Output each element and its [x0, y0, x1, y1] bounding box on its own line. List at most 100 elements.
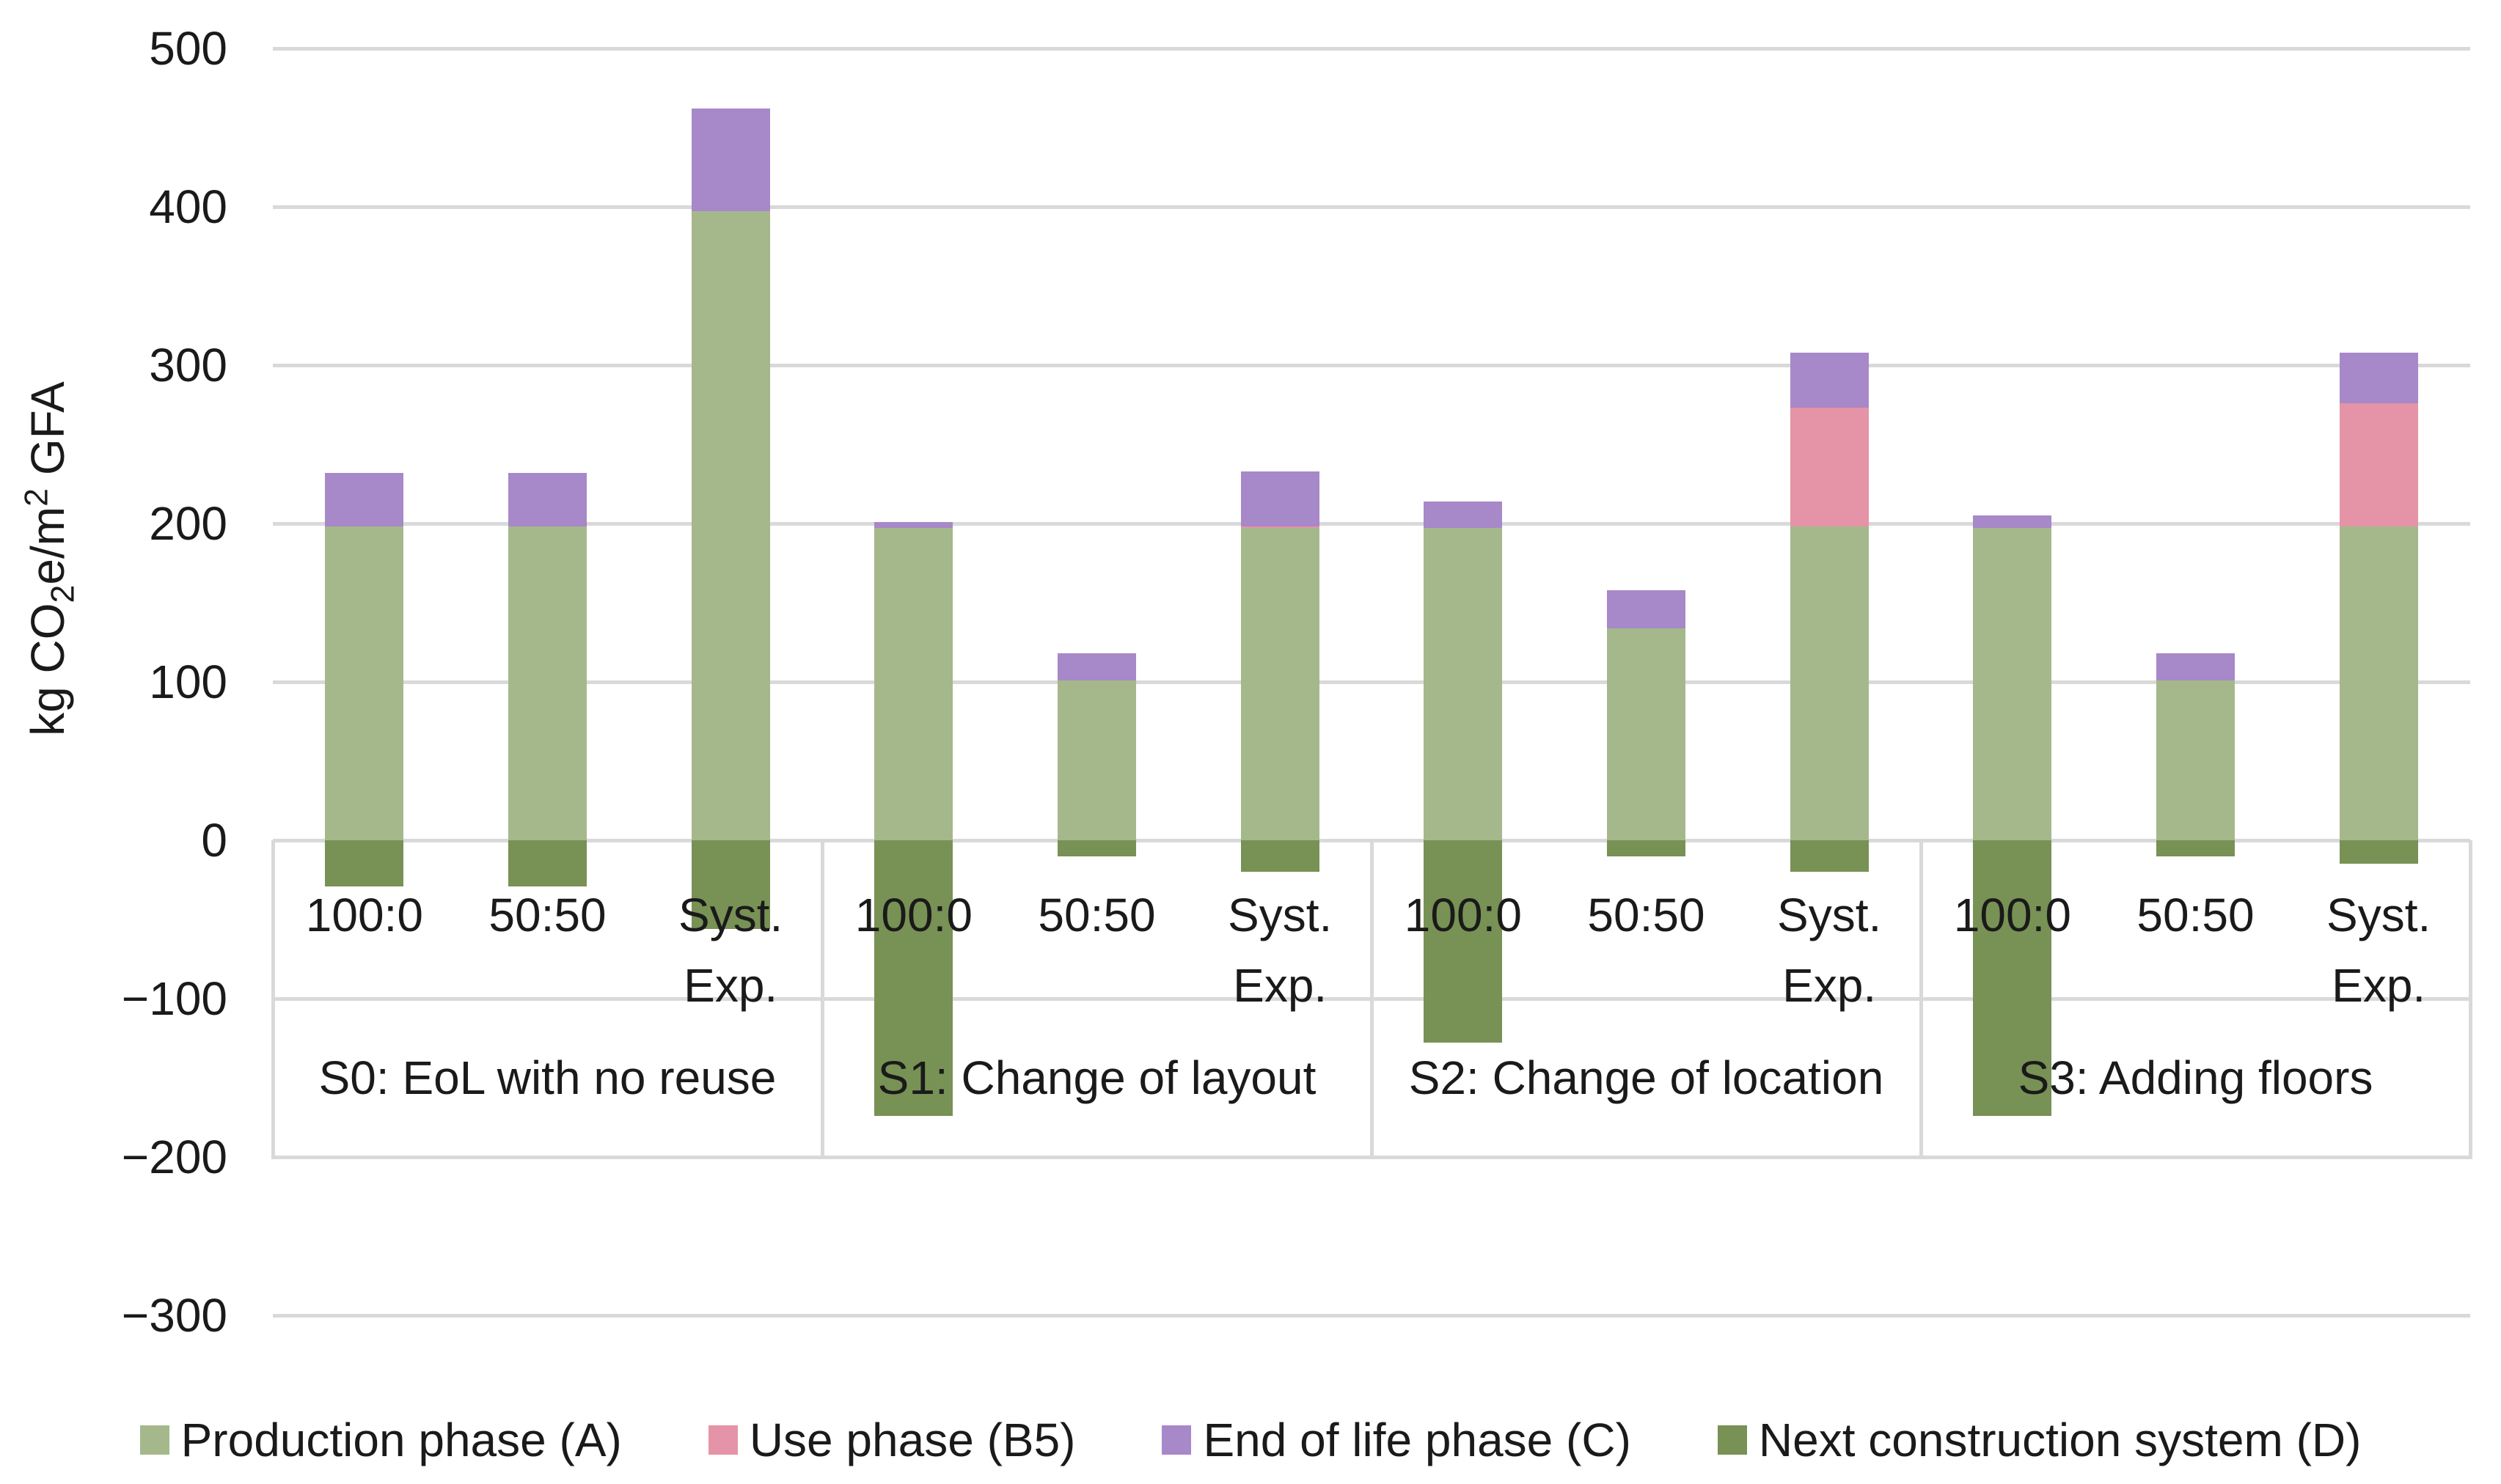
category-tick-label: Syst. Exp. — [1184, 880, 1375, 1021]
y-axis-tick-label: 300 — [149, 339, 227, 392]
bar-segment-production — [508, 526, 587, 840]
bar-segment-production — [2339, 526, 2418, 840]
bar-segment-next — [1790, 840, 1869, 873]
category-tick-label-line: 50:50 — [488, 889, 607, 941]
legend-swatch-icon — [139, 1425, 169, 1455]
legend-swatch-icon — [1717, 1425, 1747, 1455]
category-tick-label-line: Syst. — [678, 889, 783, 941]
category-tick-label-line: Exp. — [1233, 959, 1328, 1012]
bar-segment-eol — [1607, 589, 1685, 628]
group-divider-line — [271, 840, 275, 1159]
category-tick-label: 50:50 — [1551, 880, 1742, 950]
y-axis-tick-label: −300 — [121, 1289, 227, 1342]
bar-segment-next — [874, 840, 953, 1116]
bar-segment-eol — [508, 472, 587, 527]
bar-segment-production — [1240, 528, 1319, 840]
category-tick-label: Syst. Exp. — [635, 880, 826, 1021]
bar-segment-next — [1058, 840, 1136, 856]
bar-segment-production — [325, 526, 404, 840]
bar-segment-use — [2339, 403, 2418, 527]
legend-label: Next construction system (D) — [1758, 1414, 2362, 1466]
category-tick-label-line: 100:0 — [1404, 889, 1522, 941]
bar-segment-eol — [1240, 471, 1319, 527]
bar-segment-production — [874, 528, 953, 840]
bar-segment-use — [1790, 408, 1869, 527]
legend-item: Use phase (B5) — [708, 1413, 1076, 1467]
gridline — [273, 521, 2470, 526]
group-label: S3: Adding floors — [2018, 1051, 2373, 1104]
bar-segment-eol — [1058, 653, 1136, 680]
group-divider-line — [820, 840, 824, 1159]
chart-legend: Production phase (A) Use phase (B5) End of… — [0, 1409, 2501, 1471]
bar-segment-production — [1607, 628, 1685, 840]
gridline — [273, 680, 2470, 684]
category-tick-label: Syst. Exp. — [1734, 880, 1925, 1021]
legend-label: End of life phase (C) — [1203, 1414, 1631, 1466]
category-tick-label-line: Syst. — [2326, 889, 2431, 941]
group-divider-line — [2468, 840, 2472, 1159]
bar-segment-production — [2156, 680, 2235, 840]
bar-segment-use — [1240, 526, 1319, 529]
legend-item: Next construction system (D) — [1717, 1413, 2362, 1467]
bar-segment-eol — [1973, 515, 2052, 529]
bar-segment-eol — [1790, 352, 1869, 408]
legend-swatch-icon — [1162, 1425, 1192, 1455]
bar-segment-eol — [2156, 653, 2235, 680]
category-tick-label-line: 50:50 — [2136, 889, 2255, 941]
bar-segment-production — [691, 211, 770, 840]
category-tick-label-line: 100:0 — [305, 889, 423, 941]
category-tick-label: 100:0 — [269, 880, 460, 950]
bar-segment-next — [1424, 840, 1503, 1043]
gridline — [273, 46, 2470, 51]
bar-segment-next — [691, 840, 770, 929]
y-axis-tick-label: −200 — [121, 1131, 227, 1183]
y-axis-tick-label: 100 — [149, 655, 227, 708]
bar-segment-next — [325, 840, 404, 886]
legend-label: Production phase (A) — [180, 1414, 622, 1466]
category-tick-label-line: Exp. — [1782, 959, 1877, 1012]
group-divider-line — [1369, 840, 1374, 1159]
category-tick-label: 100:0 — [819, 880, 1009, 950]
y-axis-tick-label: 500 — [149, 22, 227, 75]
category-tick-label-line: Exp. — [684, 959, 778, 1012]
category-tick-label-line: 100:0 — [854, 889, 973, 941]
group-divider-line — [1919, 840, 1923, 1159]
y-axis-tick-label: 0 — [201, 814, 227, 867]
category-tick-label-line: 100:0 — [1953, 889, 2071, 941]
bar-segment-next — [2156, 840, 2235, 856]
group-label: S0: EoL with no reuse — [318, 1051, 777, 1104]
bar-segment-next — [1607, 840, 1685, 856]
category-tick-label: Syst. Exp. — [2283, 880, 2474, 1021]
category-tick-label: 50:50 — [1002, 880, 1193, 950]
gridline — [273, 205, 2470, 209]
category-tick-label-line: Syst. — [1228, 889, 1333, 941]
bar-segment-next — [1973, 840, 2052, 1116]
bar-segment-eol — [2339, 352, 2418, 403]
legend-item: End of life phase (C) — [1162, 1413, 1631, 1467]
category-tick-label: 100:0 — [1368, 880, 1559, 950]
category-tick-label-line: 50:50 — [1587, 889, 1705, 941]
y-axis-tick-label: −100 — [121, 972, 227, 1025]
category-tick-label: 50:50 — [453, 880, 643, 950]
bar-segment-eol — [691, 109, 770, 212]
bar-segment-next — [508, 840, 587, 886]
y-axis-tick-label: 200 — [149, 497, 227, 550]
legend-label: Use phase (B5) — [749, 1414, 1076, 1466]
gridline — [273, 1313, 2470, 1318]
group-label: S2: Change of location — [1408, 1051, 1884, 1104]
category-tick-label-line: 50:50 — [1038, 889, 1156, 941]
category-tick-label-line: Exp. — [2332, 959, 2426, 1012]
bar-segment-eol — [1424, 501, 1503, 529]
bar-segment-production — [1973, 528, 2052, 840]
bar-segment-eol — [874, 521, 953, 529]
group-label: S1: Change of layout — [877, 1051, 1317, 1104]
gridline — [273, 363, 2470, 367]
category-tick-label: 100:0 — [1917, 880, 2108, 950]
category-tick-label-line: Syst. — [1777, 889, 1882, 941]
bar-segment-next — [1240, 840, 1319, 873]
legend-item: Production phase (A) — [139, 1413, 622, 1467]
bar-segment-production — [1790, 526, 1869, 840]
category-tick-label: 50:50 — [2101, 880, 2291, 950]
bar-segment-eol — [325, 472, 404, 527]
